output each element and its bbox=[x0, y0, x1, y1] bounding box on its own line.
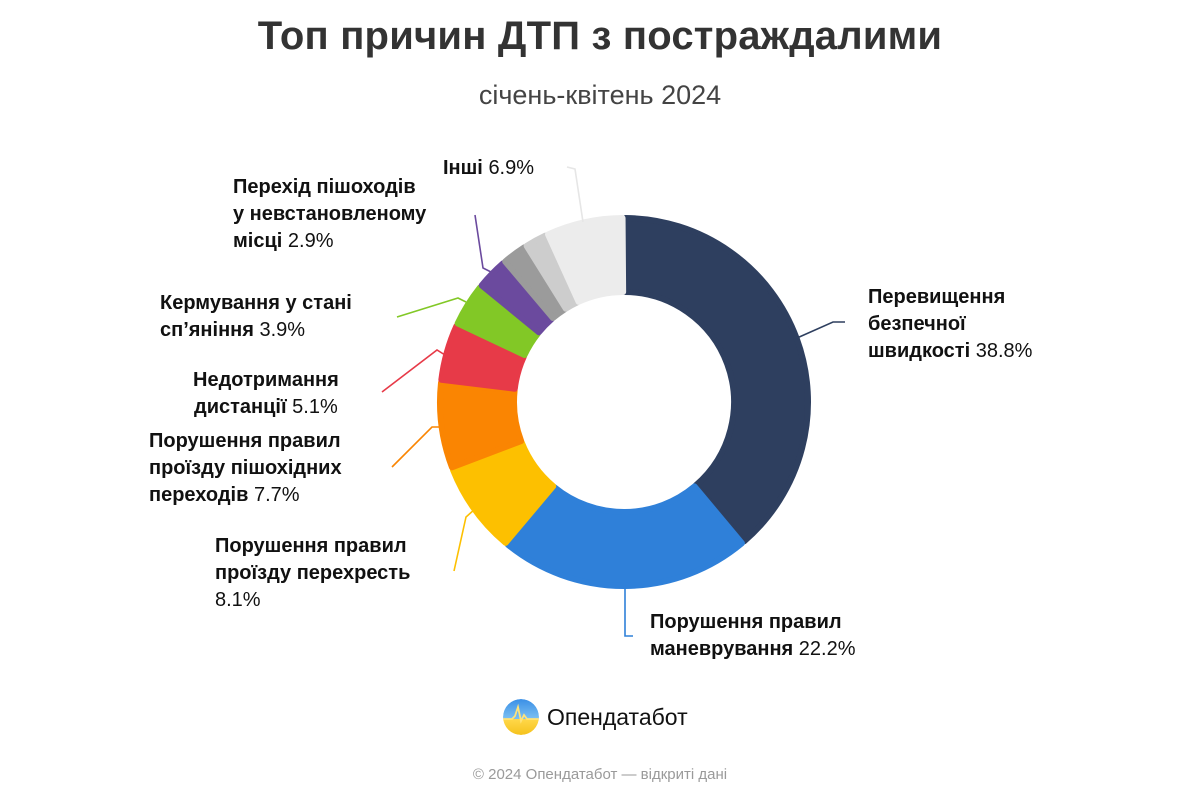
donut-slice bbox=[504, 483, 745, 589]
leader-line-maneuver bbox=[624, 588, 633, 637]
chart-subtitle: січень-квітень 2024 bbox=[478, 80, 722, 110]
footer-copyright: © 2024 Опендатабот — відкриті дані bbox=[472, 766, 728, 783]
donut-slices bbox=[437, 215, 811, 589]
donut-slice bbox=[621, 215, 811, 545]
label-crossing: Порушення правил проїзду пішохідних пере… bbox=[149, 430, 342, 506]
brand-logo: Опендатабот bbox=[503, 699, 688, 735]
brand-name: Опендатабот bbox=[547, 703, 688, 730]
leader-line-jaywalk bbox=[474, 214, 492, 273]
label-other: Інші 6.9% bbox=[443, 157, 535, 179]
label-speed: Перевищення безпечної швидкості 38.8% bbox=[868, 286, 1033, 362]
leader-line-distance bbox=[381, 349, 446, 393]
leader-line-other bbox=[566, 166, 584, 223]
label-drunk: Кермування у стані сп’яніння 3.9% bbox=[160, 292, 352, 341]
label-jaywalk: Перехід пішоходів у невстановленому місц… bbox=[233, 176, 427, 252]
leader-line-crossing bbox=[391, 426, 441, 468]
donut-slice bbox=[545, 215, 627, 305]
leader-line-speed bbox=[796, 321, 845, 339]
label-maneuver: Порушення правил маневрування 22.2% bbox=[650, 611, 856, 660]
opendatabot-logo-icon bbox=[503, 699, 539, 735]
chart-title: Топ причин ДТП з постраждалими bbox=[257, 14, 943, 58]
label-intersection: Порушення правил проїзду перехресть 8.1% bbox=[215, 535, 411, 611]
leader-line-intersection bbox=[453, 508, 476, 572]
label-distance: Недотримання дистанції 5.1% bbox=[193, 369, 339, 418]
leader-lines bbox=[381, 166, 845, 637]
leader-line-drunk bbox=[396, 297, 467, 318]
